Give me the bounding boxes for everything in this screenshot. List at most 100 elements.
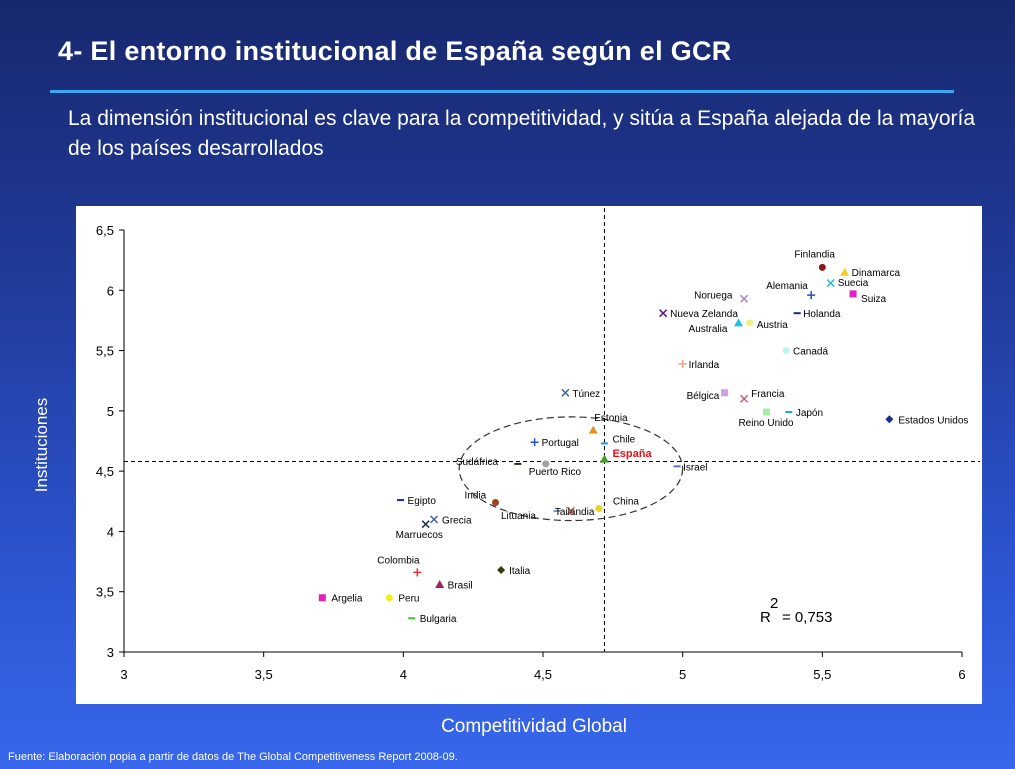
point-label-nueva-zelanda: Nueva Zelanda [670, 309, 738, 320]
point-label-china: China [613, 497, 640, 508]
point-portugal [530, 438, 539, 447]
point-grecia [430, 515, 439, 524]
point-label-brasil: Brasil [448, 580, 473, 591]
y-axis-title: Instituciones [32, 397, 51, 493]
r-squared-exponent: 2 [770, 595, 778, 612]
point-label-tunez: Túnez [572, 389, 600, 400]
point-label-estados-unidos: Estados Unidos [898, 415, 968, 426]
point-label-lituania: Lituania [501, 511, 536, 522]
point-label-australia: Australia [689, 324, 728, 335]
point-estados-unidos [885, 415, 894, 424]
y-tick-label: 4 [107, 524, 114, 539]
point-china [595, 505, 603, 513]
point-label-suiza: Suiza [861, 294, 886, 305]
point-egipto [397, 499, 405, 502]
point-suecia [826, 279, 835, 288]
point-label-japon: Japón [796, 408, 823, 419]
point-holanda [793, 312, 801, 315]
point-australia [734, 318, 744, 327]
point-label-chile: Chile [612, 434, 635, 445]
point-label-colombia: Colombia [377, 555, 420, 566]
point-label-reino-unido: Reino Unido [738, 418, 793, 429]
x-axis-title: Competitividad Global [441, 716, 627, 737]
x-tick-label: 6 [958, 667, 965, 682]
point-irlanda [678, 359, 687, 368]
x-tick-label: 4 [400, 667, 407, 682]
point-label-peru: Peru [398, 594, 419, 605]
point-label-irlanda: Irlanda [689, 360, 720, 371]
point-reino-unido [762, 408, 770, 416]
point-lituania [553, 509, 561, 512]
x-tick-label: 5 [679, 667, 686, 682]
point-dinamarca [840, 267, 850, 276]
point-estonia [588, 425, 598, 434]
point-label-belgica: Bélgica [687, 391, 720, 402]
x-tick-label: 3 [120, 667, 127, 682]
point-puerto-rico [542, 460, 550, 468]
point-canada [782, 347, 790, 355]
point-sudafrica [514, 462, 522, 465]
point-belgica [721, 389, 729, 397]
point-label-italia: Italia [509, 566, 531, 577]
point-austria [746, 319, 754, 327]
point-label-argelia: Argelia [331, 594, 363, 605]
point-label-india: India [465, 490, 487, 501]
point-label-sudafrica: Sudáfrica [456, 457, 499, 468]
scatter-chart-panel: 3 3,5 4 4,5 5 5,5 6 3 3,5 4 4,5 5 5,5 6 6,5 Finlandia Di… [76, 206, 982, 704]
point-nueva-zelanda [659, 309, 668, 318]
point-label-francia: Francia [751, 389, 785, 400]
title-underline [50, 90, 954, 93]
x-tick-label: 3,5 [255, 667, 273, 682]
r-squared-label: R [760, 609, 771, 626]
y-tick-label: 3,5 [96, 585, 114, 600]
point-label-suecia: Suecia [838, 278, 869, 289]
point-label-canada: Canadá [793, 347, 828, 358]
point-label-estonia: Estonia [594, 413, 628, 424]
point-noruega [740, 294, 749, 303]
point-label-egipto: Egipto [408, 496, 437, 507]
point-label-grecia: Grecia [442, 515, 472, 526]
r-squared-value: = 0,753 [782, 609, 832, 626]
x-tick-label: 4,5 [534, 667, 552, 682]
point-israel [673, 465, 681, 468]
point-italia [497, 566, 506, 575]
point-marruecos [421, 520, 430, 529]
point-francia [740, 394, 749, 403]
point-label-israel: Israel [683, 462, 707, 473]
x-tick-label: 5,5 [813, 667, 831, 682]
page-title: 4- El entorno institucional de España se… [58, 36, 732, 66]
point-finlandia [818, 263, 826, 271]
point-label-alemania: Alemania [766, 281, 808, 292]
source-note: Fuente: Elaboración popia a partir de da… [8, 751, 458, 763]
highlight-ellipse [458, 416, 684, 522]
point-label-noruega: Noruega [694, 291, 733, 302]
point-label-tailandia: Tailandia [555, 507, 595, 518]
point-label-austria: Austria [757, 320, 789, 331]
point-label-puerto-rico: Puerto Rico [529, 467, 582, 478]
y-tick-label: 6 [107, 283, 114, 298]
point-label-espana: España [612, 448, 652, 460]
point-espana [599, 454, 609, 463]
point-label-holanda: Holanda [803, 309, 841, 320]
point-tunez [561, 388, 570, 397]
point-label-dinamarca: Dinamarca [852, 268, 901, 279]
point-peru [385, 594, 393, 602]
page-subtitle: La dimensión institucional es clave para… [68, 107, 976, 160]
point-label-finlandia: Finlandia [794, 249, 835, 260]
scatter-chart: 3 3,5 4 4,5 5 5,5 6 3 3,5 4 4,5 5 5,5 6 6,5 Finlandia Di… [96, 208, 980, 682]
point-brasil [435, 579, 445, 588]
y-tick-label: 4,5 [96, 464, 114, 479]
point-label-portugal: Portugal [542, 438, 579, 449]
point-argelia [318, 594, 326, 602]
point-tailandia [566, 506, 575, 515]
y-tick-label: 5 [107, 404, 114, 419]
y-tick-label: 5,5 [96, 344, 114, 359]
point-bulgaria [408, 617, 416, 620]
point-india [492, 498, 500, 506]
point-alemania [807, 291, 816, 300]
point-label-bulgaria: Bulgaria [420, 614, 457, 625]
point-chile [600, 442, 608, 445]
point-japon [785, 411, 793, 414]
point-colombia [413, 568, 422, 577]
point-suiza [849, 290, 857, 298]
